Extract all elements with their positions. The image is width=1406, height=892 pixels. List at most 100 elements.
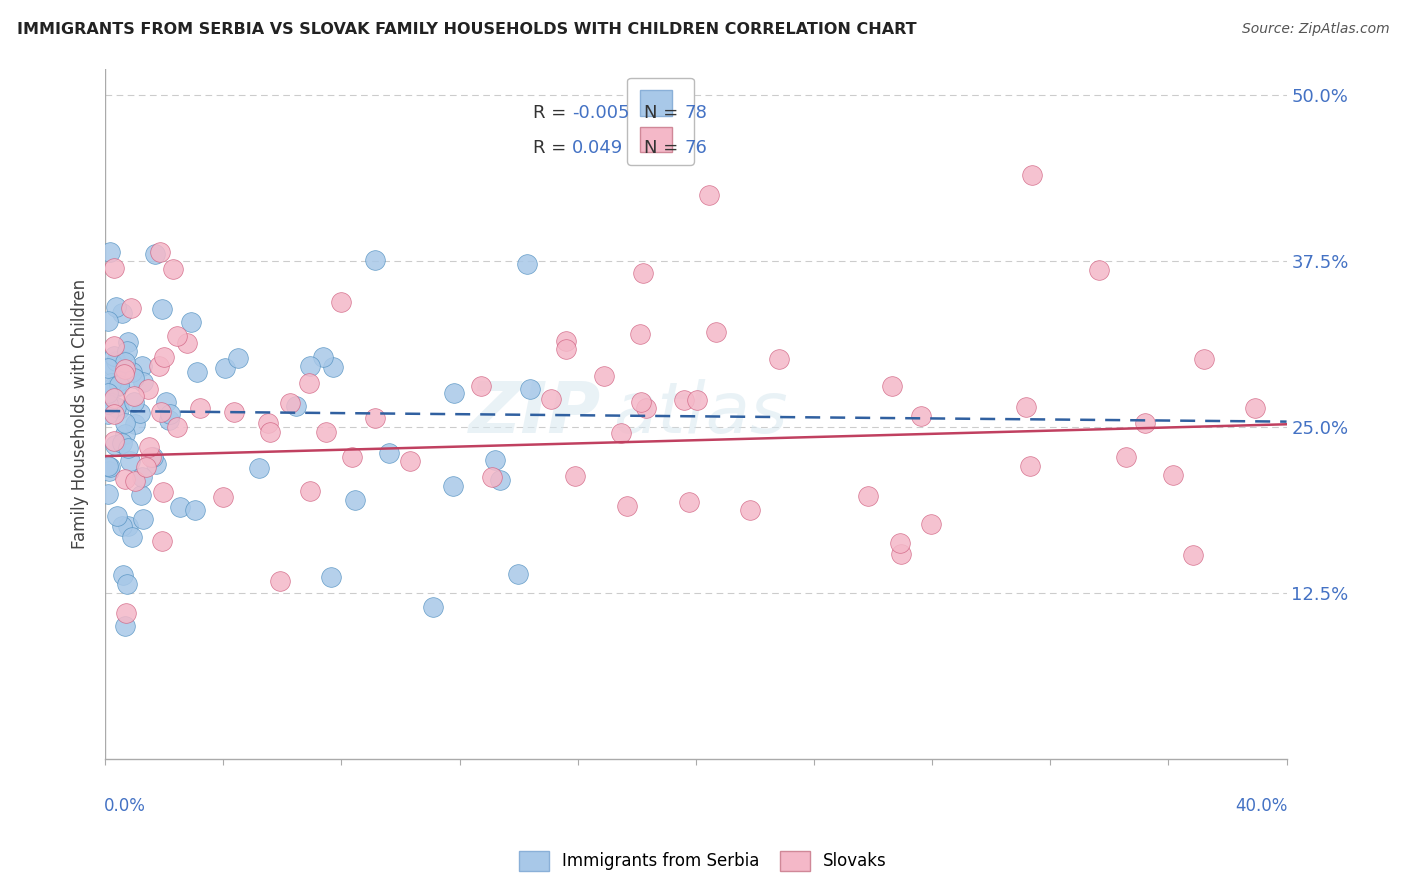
Point: [114, 427, 136, 442]
Point: [628, 326, 651, 341]
Point: [322, 359, 344, 374]
Point: [155, 395, 177, 409]
Point: [97, 385, 120, 400]
Point: [484, 452, 506, 467]
Point: [103, 391, 125, 405]
Point: [98, 460, 121, 475]
Text: atlas: atlas: [613, 379, 787, 448]
Point: [540, 392, 562, 406]
Point: [149, 244, 172, 259]
Point: [117, 577, 139, 591]
Point: [768, 352, 790, 367]
Point: [122, 394, 145, 409]
Point: [97, 361, 120, 376]
Point: [858, 489, 880, 503]
Text: N =: N =: [644, 104, 685, 122]
Point: [101, 380, 124, 394]
Point: [285, 399, 308, 413]
Point: [1115, 450, 1137, 465]
Text: 0.0%: 0.0%: [104, 797, 146, 814]
Point: [138, 382, 160, 396]
Point: [111, 435, 134, 450]
Point: [1015, 400, 1038, 414]
Point: [697, 188, 720, 202]
Point: [212, 491, 235, 505]
Point: [470, 378, 492, 392]
Point: [555, 342, 578, 356]
Point: [117, 518, 139, 533]
Point: [98, 244, 121, 259]
Point: [152, 484, 174, 499]
Legend: , : ,: [627, 78, 693, 165]
Point: [678, 494, 700, 508]
Point: [103, 350, 125, 364]
Point: [114, 416, 136, 430]
Point: [138, 440, 160, 454]
Point: [114, 619, 136, 633]
Text: ZIP: ZIP: [470, 379, 602, 448]
Point: [114, 362, 136, 376]
Text: 40.0%: 40.0%: [1236, 797, 1288, 814]
Point: [224, 405, 246, 419]
Point: [188, 401, 211, 415]
Point: [107, 375, 129, 389]
Point: [738, 502, 761, 516]
Point: [101, 359, 124, 373]
Point: [112, 567, 135, 582]
Point: [105, 380, 128, 394]
Point: [312, 350, 335, 364]
Point: [315, 425, 337, 439]
Point: [142, 450, 165, 464]
Point: [910, 409, 932, 423]
Point: [169, 500, 191, 514]
Text: 0.049: 0.049: [572, 139, 623, 157]
Point: [162, 261, 184, 276]
Point: [121, 531, 143, 545]
Point: [704, 325, 727, 339]
Point: [114, 472, 136, 486]
Point: [481, 470, 503, 484]
Point: [114, 355, 136, 369]
Point: [108, 401, 131, 416]
Point: [104, 353, 127, 368]
Point: [180, 316, 202, 330]
Point: [117, 442, 139, 456]
Point: [673, 392, 696, 407]
Point: [340, 450, 363, 465]
Y-axis label: Family Households with Children: Family Households with Children: [72, 278, 89, 549]
Point: [506, 566, 529, 581]
Point: [184, 503, 207, 517]
Point: [104, 437, 127, 451]
Point: [554, 334, 576, 348]
Point: [103, 434, 125, 448]
Point: [103, 260, 125, 275]
Point: [176, 336, 198, 351]
Point: [157, 413, 180, 427]
Point: [319, 569, 342, 583]
Point: [114, 606, 136, 620]
Point: [630, 395, 652, 409]
Point: [616, 499, 638, 513]
Point: [166, 420, 188, 434]
Point: [443, 386, 465, 401]
Point: [256, 416, 278, 430]
Point: [115, 344, 138, 359]
Point: [97, 407, 120, 421]
Point: [159, 407, 181, 421]
Point: [1021, 168, 1043, 182]
Point: [488, 473, 510, 487]
Point: [564, 469, 586, 483]
Point: [124, 417, 146, 431]
Point: [280, 396, 302, 410]
Point: [131, 470, 153, 484]
Point: [593, 368, 616, 383]
Point: [422, 599, 444, 614]
Point: [1244, 401, 1267, 416]
Point: [122, 371, 145, 385]
Text: Source: ZipAtlas.com: Source: ZipAtlas.com: [1241, 22, 1389, 37]
Point: [143, 246, 166, 260]
Point: [226, 351, 249, 365]
Point: [1018, 458, 1040, 473]
Point: [329, 294, 352, 309]
Point: [1088, 263, 1111, 277]
